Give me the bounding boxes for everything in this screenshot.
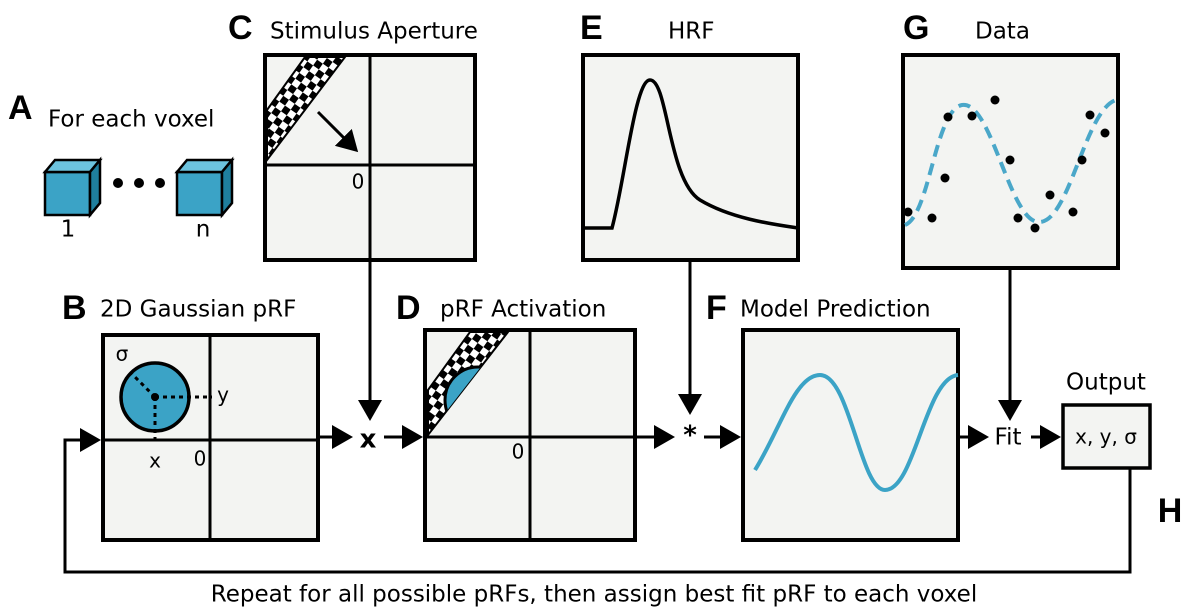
prf-center — [151, 393, 159, 401]
panel-title: Stimulus Aperture — [270, 19, 478, 45]
output-value: x, y, σ — [1075, 425, 1137, 449]
panel-letter: H — [1158, 492, 1183, 530]
panel-letter: E — [580, 9, 603, 47]
data-points — [903, 95, 1110, 233]
panel-title: Model Prediction — [740, 297, 931, 323]
caption: Repeat for all possible pRFs, then assig… — [211, 582, 977, 608]
output-box — [1061, 403, 1152, 470]
voxel-cube — [174, 156, 235, 219]
origin-label: 0 — [512, 440, 525, 464]
fit-operator: Fit — [995, 425, 1022, 451]
panel-box — [581, 53, 800, 262]
panel-title: Data — [975, 19, 1030, 45]
y-label: y — [217, 383, 229, 407]
panel-box — [741, 328, 960, 542]
panel-letter: B — [62, 289, 87, 327]
origin-label: 0 — [352, 170, 365, 194]
panel-letter: A — [8, 89, 33, 127]
panel-title: HRF — [668, 19, 715, 45]
motion-arrow — [316, 110, 359, 153]
checkerboard-bar — [266, 56, 348, 163]
panel-letter: F — [706, 289, 727, 327]
origin-label: 0 — [194, 447, 207, 471]
sigma-label: σ — [116, 342, 129, 366]
panel-title: For each voxel — [48, 107, 214, 133]
convolve-operator: * — [683, 421, 697, 451]
voxel-cube — [42, 156, 103, 219]
multiply-operator: x — [360, 425, 377, 455]
voxel-label: 1 — [61, 217, 76, 243]
hrf-curve — [585, 78, 799, 230]
panel-letter: D — [396, 289, 421, 327]
loop-arrow — [63, 428, 1132, 574]
panel-title: 2D Gaussian pRF — [100, 297, 296, 323]
output-title: Output — [1066, 370, 1146, 396]
voxel-label: n — [196, 217, 211, 243]
panel-letter: G — [903, 9, 929, 47]
panel-title: pRF Activation — [440, 297, 606, 323]
prediction-curve — [753, 372, 959, 493]
ellipsis-dots — [113, 178, 165, 188]
x-label: x — [149, 449, 161, 473]
panel-letter: C — [228, 9, 253, 47]
prf-guides — [129, 371, 212, 440]
fit-curve — [903, 98, 1117, 227]
